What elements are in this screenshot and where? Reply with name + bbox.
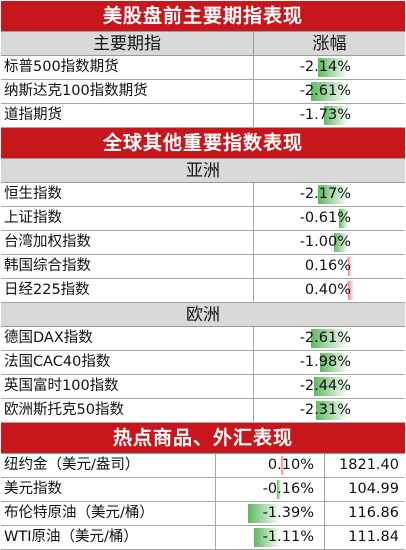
row-name: 法国CAC40指数	[1, 351, 254, 374]
change-value: -2.44%	[299, 378, 351, 394]
row-name: 美元指数	[1, 478, 216, 501]
negative-data-bar	[334, 233, 348, 252]
change-value: 0.16%	[304, 258, 351, 274]
change-value: -1.98%	[299, 354, 351, 370]
change-value: 0.40%	[304, 282, 351, 298]
change-value: -0.61%	[299, 210, 351, 226]
asia-rows: 恒生指数 -2.17% 上证指数 -0.61% 台湾加权指数 -1.00% 韩国综合指数 0.…	[1, 183, 405, 303]
table-row: 日经225指数 0.40%	[1, 279, 405, 303]
row-name: 恒生指数	[1, 183, 254, 206]
change-cell: -2.31%	[254, 399, 405, 422]
row-name: 韩国综合指数	[1, 255, 254, 278]
change-cell: -1.98%	[254, 351, 405, 374]
change-cell: -1.39%	[216, 502, 325, 525]
table-row: 德国DAX指数 -2.61%	[1, 327, 405, 351]
negative-data-bar	[315, 401, 348, 420]
commodities-rows: 纽约金（美元/盎司） 0.10% 1821.40 美元指数 -0.16% 104.99 布伦…	[1, 454, 405, 550]
negative-data-bar	[311, 329, 348, 348]
change-value: -2.17%	[299, 186, 351, 202]
europe-subheader: 欧洲	[1, 303, 405, 327]
us-futures-rows: 标普500指数期货 -2.14% 纳斯达克100指数期货 -2.61% 道指期货 -1.7…	[1, 56, 405, 128]
table-row: 欧洲斯托克50指数 -2.31%	[1, 399, 405, 423]
negative-data-bar	[311, 82, 348, 101]
asia-label: 亚洲	[186, 161, 220, 181]
change-cell: -2.17%	[254, 183, 405, 206]
asia-subheader: 亚洲	[1, 159, 405, 183]
table-row: 上证指数 -0.61%	[1, 207, 405, 231]
negative-data-bar	[313, 377, 348, 396]
change-cell: -2.44%	[254, 375, 405, 398]
change-cell: 0.10%	[216, 454, 325, 477]
change-value: -1.11%	[262, 529, 314, 545]
table-row: 法国CAC40指数 -1.98%	[1, 351, 405, 375]
negative-data-bar	[277, 480, 281, 499]
price-value: 104.99	[348, 481, 399, 497]
table-row: 标普500指数期货 -2.14%	[1, 56, 405, 80]
table-row: 恒生指数 -2.17%	[1, 183, 405, 207]
table-row: 布伦特原油（美元/桶） -1.39% 116.86	[1, 502, 405, 526]
change-cell: -0.61%	[254, 207, 405, 230]
global-title: 全球其他重要指数表现	[1, 128, 405, 159]
us-futures-column-header: 主要期指 涨幅	[1, 32, 405, 56]
change-cell: 0.16%	[254, 255, 405, 278]
change-value: -2.61%	[299, 330, 351, 346]
row-name: 标普500指数期货	[1, 56, 254, 79]
row-name: 布伦特原油（美元/桶）	[1, 502, 216, 525]
change-cell: 0.40%	[254, 279, 405, 302]
negative-data-bar	[318, 58, 348, 77]
change-cell: -1.00%	[254, 231, 405, 254]
us-futures-title: 美股盘前主要期指表现	[1, 1, 405, 32]
price-value: 111.84	[348, 529, 399, 545]
row-name: 日经225指数	[1, 279, 254, 302]
row-name: 台湾加权指数	[1, 231, 254, 254]
change-value: -1.39%	[262, 505, 314, 521]
positive-data-bar	[348, 281, 354, 300]
row-name: 纳斯达克100指数期货	[1, 80, 254, 103]
price-value: 1821.40	[339, 457, 399, 473]
col-change-header: 涨幅	[312, 34, 347, 54]
row-name: 英国富时100指数	[1, 375, 254, 398]
change-value: -2.31%	[299, 402, 351, 418]
change-value: 0.10%	[267, 457, 314, 473]
row-name: 上证指数	[1, 207, 254, 230]
negative-data-bar	[317, 185, 348, 204]
positive-data-bar	[348, 257, 352, 276]
negative-data-bar	[320, 353, 348, 372]
table-row: WTI原油（美元/桶） -1.11% 111.84	[1, 526, 405, 550]
negative-data-bar	[323, 106, 348, 125]
negative-data-bar	[247, 504, 281, 523]
change-cell: -1.11%	[216, 526, 325, 549]
table-row: 纽约金（美元/盎司） 0.10% 1821.40	[1, 454, 405, 478]
col-name-header: 主要期指	[1, 32, 254, 55]
europe-label: 欧洲	[186, 305, 220, 325]
row-name: 德国DAX指数	[1, 327, 254, 350]
row-name: 道指期货	[1, 104, 254, 127]
row-name: WTI原油（美元/桶）	[1, 526, 216, 549]
table-row: 纳斯达克100指数期货 -2.61%	[1, 80, 405, 104]
commodities-title: 热点商品、外汇表现	[1, 423, 405, 454]
change-cell: -0.16%	[216, 478, 325, 501]
positive-data-bar	[281, 456, 285, 475]
change-cell: -2.61%	[254, 80, 405, 103]
row-name: 纽约金（美元/盎司）	[1, 454, 216, 477]
table-row: 台湾加权指数 -1.00%	[1, 231, 405, 255]
europe-rows: 德国DAX指数 -2.61% 法国CAC40指数 -1.98% 英国富时100指数 -2.…	[1, 327, 405, 423]
change-value: -1.73%	[299, 107, 351, 123]
change-value: -0.16%	[262, 481, 314, 497]
row-name: 欧洲斯托克50指数	[1, 399, 254, 422]
table-row: 韩国综合指数 0.16%	[1, 255, 405, 279]
table-row: 美元指数 -0.16% 104.99	[1, 478, 405, 502]
change-cell: -1.73%	[254, 104, 405, 127]
change-cell: -2.61%	[254, 327, 405, 350]
change-value: -1.00%	[299, 234, 351, 250]
negative-data-bar	[339, 209, 348, 228]
change-value: -2.14%	[299, 59, 351, 75]
table-row: 道指期货 -1.73%	[1, 104, 405, 128]
price-value: 116.86	[348, 505, 399, 521]
change-cell: -2.14%	[254, 56, 405, 79]
table-row: 英国富时100指数 -2.44%	[1, 375, 405, 399]
change-value: -2.61%	[299, 83, 351, 99]
